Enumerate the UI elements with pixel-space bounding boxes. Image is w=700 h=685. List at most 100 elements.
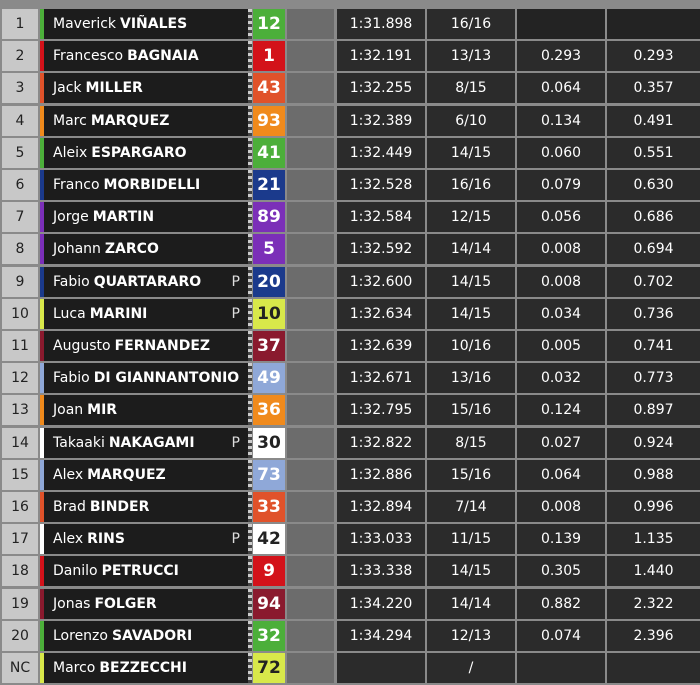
empty-cell bbox=[287, 556, 334, 587]
gap-first: 0.293 bbox=[607, 41, 700, 72]
checker bbox=[248, 653, 252, 683]
laps: 14/14 bbox=[427, 588, 515, 619]
checker bbox=[248, 234, 252, 265]
empty-cell bbox=[287, 363, 334, 394]
gap-first: 2.396 bbox=[607, 620, 700, 651]
gap-previous: 0.027 bbox=[517, 427, 605, 458]
bike-number: 36 bbox=[253, 395, 285, 426]
first-name: Fabio bbox=[53, 273, 90, 290]
position: 9 bbox=[2, 266, 38, 297]
lap-time: 1:34.220 bbox=[337, 588, 425, 619]
checker bbox=[248, 492, 252, 522]
checker bbox=[248, 588, 252, 619]
rider-name: Fabio QUARTARARO P bbox=[40, 266, 248, 297]
position: 17 bbox=[2, 524, 38, 555]
laps: 14/15 bbox=[427, 137, 515, 168]
rider-name: Danilo PETRUCCI bbox=[40, 556, 248, 587]
pit-marker: P bbox=[231, 531, 240, 548]
position: 8 bbox=[2, 234, 38, 265]
laps: 14/15 bbox=[427, 556, 515, 587]
position: 5 bbox=[2, 137, 38, 168]
rider-name: Luca MARINI P bbox=[40, 298, 248, 329]
rider-name: Johann ZARCO bbox=[40, 234, 248, 265]
gap-first: 0.988 bbox=[607, 459, 700, 490]
lap-time: 1:32.255 bbox=[337, 73, 425, 104]
gap-first: 0.630 bbox=[607, 170, 700, 200]
gap-first bbox=[607, 653, 700, 683]
lap-time: 1:32.600 bbox=[337, 266, 425, 297]
checker bbox=[248, 363, 252, 394]
pit-marker: P bbox=[231, 305, 240, 322]
first-name: Johann bbox=[53, 241, 101, 258]
laps: 12/15 bbox=[427, 202, 515, 233]
position: 12 bbox=[2, 363, 38, 394]
last-name: BAGNAIA bbox=[127, 48, 199, 65]
empty-cell bbox=[287, 427, 334, 458]
rider-name: Maverick VIÑALES bbox=[40, 9, 248, 39]
last-name: SAVADORI bbox=[111, 627, 193, 644]
first-name: Augusto bbox=[53, 338, 111, 354]
last-name: BEZZECCHI bbox=[99, 660, 187, 676]
gap-first: 0.686 bbox=[607, 202, 700, 233]
lap-time: 1:32.795 bbox=[337, 395, 425, 426]
laps: 16/16 bbox=[427, 170, 515, 200]
rider-name: Franco MORBIDELLI bbox=[40, 170, 248, 200]
bike-number: 37 bbox=[253, 331, 285, 361]
laps: 8/15 bbox=[427, 427, 515, 458]
first-name: Alex bbox=[53, 466, 84, 483]
bike-number: 12 bbox=[253, 9, 285, 39]
gap-first: 0.551 bbox=[607, 137, 700, 168]
checker bbox=[248, 9, 252, 39]
empty-cell bbox=[287, 492, 334, 522]
first-name: Franco bbox=[53, 177, 100, 193]
bike-number: 9 bbox=[253, 556, 285, 587]
position: 6 bbox=[2, 170, 38, 200]
checker bbox=[248, 266, 252, 297]
gap-previous: 0.032 bbox=[517, 363, 605, 394]
empty-cell bbox=[287, 170, 334, 200]
checker bbox=[248, 331, 252, 361]
empty-cell bbox=[287, 653, 334, 683]
first-name: Marco bbox=[53, 660, 96, 676]
checker bbox=[248, 137, 252, 168]
gap-previous: 0.008 bbox=[517, 266, 605, 297]
position: NC bbox=[2, 653, 38, 683]
last-name: FERNANDEZ bbox=[114, 338, 211, 354]
bike-number: 21 bbox=[253, 170, 285, 200]
first-name: Alex bbox=[53, 531, 84, 548]
last-name: FOLGER bbox=[94, 595, 157, 612]
checker bbox=[248, 298, 252, 329]
laps: 15/16 bbox=[427, 459, 515, 490]
gap-previous: 0.008 bbox=[517, 492, 605, 522]
last-name: NAKAGAMI bbox=[108, 434, 195, 451]
position: 13 bbox=[2, 395, 38, 426]
gap-first: 0.694 bbox=[607, 234, 700, 265]
empty-cell bbox=[287, 395, 334, 426]
bike-number: 1 bbox=[253, 41, 285, 72]
bike-number: 43 bbox=[253, 73, 285, 104]
bike-number: 93 bbox=[253, 105, 285, 136]
gap-previous: 0.305 bbox=[517, 556, 605, 587]
lap-time: 1:32.584 bbox=[337, 202, 425, 233]
rider-name: Lorenzo SAVADORI bbox=[40, 620, 248, 651]
first-name: Jorge bbox=[53, 209, 89, 226]
empty-cell bbox=[287, 620, 334, 651]
bike-number: 73 bbox=[253, 459, 285, 490]
laps: 13/13 bbox=[427, 41, 515, 72]
first-name: Lorenzo bbox=[53, 627, 108, 644]
bike-number: 72 bbox=[253, 653, 285, 683]
last-name: BINDER bbox=[89, 499, 150, 515]
bike-number: 94 bbox=[253, 588, 285, 619]
gap-first: 0.357 bbox=[607, 73, 700, 104]
gap-previous: 0.056 bbox=[517, 202, 605, 233]
empty-cell bbox=[287, 41, 334, 72]
laps: 8/15 bbox=[427, 73, 515, 104]
gap-first: 1.440 bbox=[607, 556, 700, 587]
gap-first: 0.996 bbox=[607, 492, 700, 522]
gap-previous: 0.882 bbox=[517, 588, 605, 619]
checker bbox=[248, 73, 252, 104]
position: 19 bbox=[2, 588, 38, 619]
bike-number: 89 bbox=[253, 202, 285, 233]
bike-number: 5 bbox=[253, 234, 285, 265]
pit-marker: P bbox=[231, 434, 240, 451]
